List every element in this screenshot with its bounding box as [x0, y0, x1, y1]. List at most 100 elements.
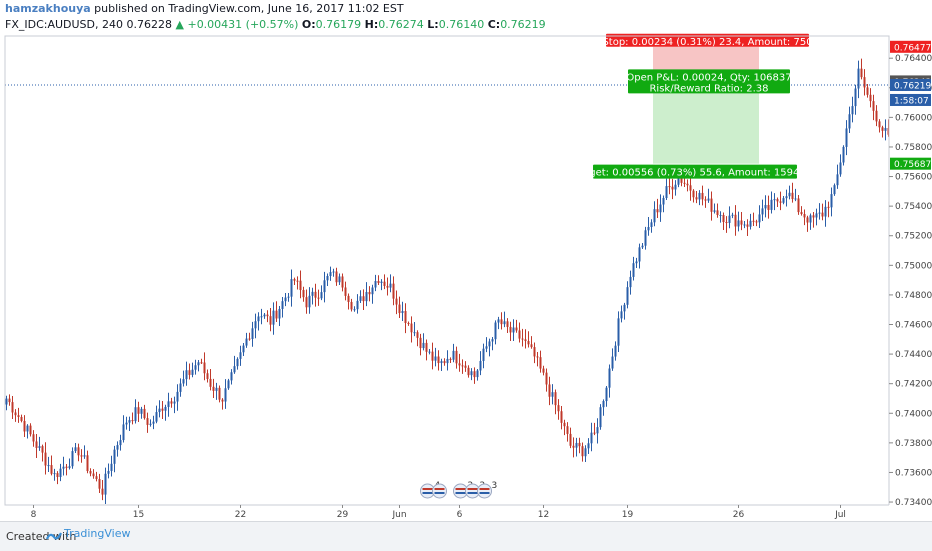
stop-label[interactable]: Stop: 0.00234 (0.31%) 23.4, Amount: 750: [602, 33, 813, 48]
candle-body: [746, 224, 749, 227]
candle-body: [614, 345, 617, 357]
candle-body: [671, 186, 674, 190]
price-tag-box: [890, 93, 931, 106]
candle-body: [251, 328, 254, 339]
candle-body: [254, 321, 257, 329]
candle-body: [860, 68, 863, 78]
candle-body: [110, 463, 113, 471]
y-tick-label: 0.76000: [895, 113, 932, 123]
candle-body: [398, 304, 401, 314]
candle-body: [149, 423, 152, 425]
candle-body: [608, 368, 611, 388]
candle-body: [509, 326, 512, 333]
open-pnl-label[interactable]: Open P&L: 0.00024, Qty: 106837Risk/Rewar…: [626, 69, 792, 94]
price-chart[interactable]: Stop: 0.00234 (0.31%) 23.4, Amount: 750 O…: [0, 0, 932, 521]
price-tag[interactable]: 1:58:07: [890, 93, 931, 107]
candle-body: [815, 213, 818, 218]
x-tick-label: 15: [133, 510, 144, 520]
candle-body: [596, 427, 599, 434]
candle-body: [152, 421, 155, 424]
price-tag[interactable]: 0.76219: [890, 78, 931, 92]
target-zone[interactable]: [653, 81, 759, 164]
candle-body: [86, 455, 89, 472]
y-tick-label: 0.74200: [895, 380, 932, 390]
candle-body: [704, 199, 707, 201]
candle-body: [392, 283, 395, 299]
stop-label-box: [606, 33, 809, 47]
y-tick-label: 0.73600: [895, 468, 932, 478]
candle-body: [524, 339, 527, 342]
candle-body: [350, 301, 353, 310]
candle-body: [404, 311, 407, 323]
candle-body: [77, 447, 80, 456]
event-flag-icon[interactable]: 3: [477, 481, 498, 499]
candle-body: [263, 314, 266, 317]
candle-body: [293, 279, 296, 281]
candle-body: [161, 408, 164, 411]
low-value: 0.76140: [438, 18, 485, 31]
y-tick-label: 0.74000: [895, 409, 932, 419]
candle-body: [647, 227, 650, 231]
y-tick-label: 0.76400: [895, 54, 932, 64]
candle-body: [479, 360, 482, 371]
candle-body: [62, 466, 65, 469]
candle-body: [191, 369, 194, 375]
candle-body: [689, 185, 692, 191]
target-label[interactable]: Target: 0.00556 (0.73%) 55.6, Amount: 15…: [574, 164, 816, 179]
target-label-box: [593, 164, 797, 179]
candle-body: [773, 199, 776, 201]
candle-body: [848, 114, 851, 129]
publish-info: published on TradingView.com, June 16, 2…: [94, 2, 404, 15]
candle-body: [794, 198, 797, 200]
price-tag[interactable]: 0.76477: [890, 40, 931, 54]
candle-body: [512, 327, 515, 333]
candle-body: [260, 316, 263, 318]
candle-body: [29, 425, 32, 435]
open-pnl-label-text: Risk/Reward Ratio: 2.38: [649, 83, 768, 94]
candle-body: [590, 432, 593, 444]
candle-body: [500, 319, 503, 325]
y-tick-label: 0.73400: [895, 498, 932, 508]
candle-body: [344, 287, 347, 296]
created-with-text: Created with: [6, 530, 77, 543]
symbol-label[interactable]: FX_IDC:AUDUSD, 240: [5, 18, 124, 31]
candle-body: [530, 344, 533, 348]
candle-body: [128, 420, 131, 423]
candle-body: [536, 356, 539, 358]
x-tick-label: 29: [337, 510, 349, 520]
author-name[interactable]: hamzakhouya: [5, 2, 91, 15]
candle-body: [272, 310, 275, 325]
candle-body: [713, 210, 716, 212]
y-tick-label: 0.74800: [895, 291, 932, 301]
candle-body: [203, 362, 206, 374]
event-flag-icon[interactable]: [432, 483, 447, 499]
candle-body: [560, 411, 563, 423]
candle-body: [290, 279, 293, 297]
candle-body: [155, 412, 158, 422]
candle-body: [107, 470, 110, 474]
candle-body: [551, 392, 554, 397]
candle-body: [776, 199, 779, 202]
candle-body: [782, 198, 785, 203]
price-tag-label: 0.76219: [894, 81, 931, 91]
candle-body: [659, 204, 662, 213]
candle-body: [65, 466, 68, 468]
candle-body: [854, 88, 857, 107]
candle-body: [884, 128, 887, 131]
candle-body: [644, 230, 647, 246]
candle-body: [584, 448, 587, 457]
candle-body: [281, 301, 284, 309]
candle-body: [386, 285, 389, 288]
candle-body: [356, 300, 359, 310]
candle-body: [284, 297, 287, 302]
candle-body: [338, 276, 341, 283]
price-tag[interactable]: 0.75687: [890, 157, 931, 171]
candle-body: [686, 183, 689, 186]
candle-body: [266, 314, 269, 317]
candle-body: [563, 422, 566, 427]
candle-body: [275, 310, 278, 319]
candle-body: [59, 468, 62, 478]
candle-body: [464, 365, 467, 368]
tradingview-brand[interactable]: TradingView: [64, 527, 131, 540]
candle-body: [137, 407, 140, 414]
